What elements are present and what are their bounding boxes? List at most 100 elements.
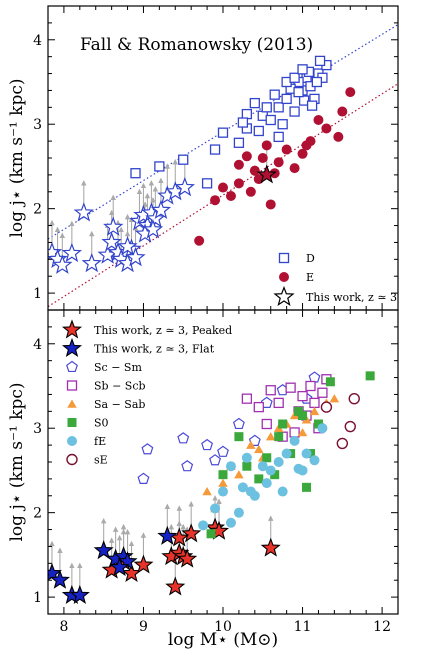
- point-fe: [225, 517, 236, 528]
- point-se: [348, 392, 360, 405]
- point-s0: [254, 474, 264, 484]
- point-s0: [365, 371, 375, 381]
- point-this-work-z-3-flat: [157, 525, 178, 545]
- legend-marker: [67, 399, 77, 408]
- bottom-y-tick-label: 4: [33, 337, 42, 353]
- point-e: [345, 87, 356, 98]
- point-e: [210, 195, 221, 206]
- point-sa-sab: [265, 432, 276, 441]
- point-this-work-z-3-peaked: [260, 537, 281, 557]
- point-d: [130, 168, 141, 179]
- bottom-legend: This work, z ≃ 3, Peaked This work, z ≃ 3…: [61, 319, 232, 467]
- point-this-work-z-3: [73, 202, 94, 222]
- point-sc-sm: [181, 459, 194, 472]
- point-this-work-z-3: [150, 199, 172, 220]
- legend-marker: [61, 319, 83, 339]
- bottom-y-tick-label: 1: [33, 590, 42, 606]
- point-d: [289, 106, 300, 117]
- point-fe: [273, 457, 284, 467]
- point-sa-sab: [246, 440, 256, 449]
- top-legend: DE This work, z ≃ 3: [273, 252, 397, 307]
- point-e: [257, 153, 268, 163]
- point-sc-sm: [209, 454, 221, 466]
- point-fe: [261, 478, 272, 489]
- legend-marker: [278, 252, 290, 264]
- bottom-y-ticks: 1 2 3 4: [33, 309, 398, 615]
- point-e: [194, 235, 205, 246]
- top-x-ticks: [47, 6, 399, 310]
- point-sa-sab: [329, 394, 340, 403]
- point-d: [241, 108, 253, 120]
- point-sc-sm: [201, 438, 214, 451]
- point-s0: [206, 529, 216, 539]
- point-d: [277, 119, 288, 130]
- point-sa-sab: [234, 470, 244, 479]
- legend-marker: [67, 418, 77, 427]
- point-e: [301, 140, 312, 151]
- bottom-x-tick-label: 12: [373, 619, 391, 635]
- point-d: [293, 86, 304, 98]
- top-panel: Fall & Romanowsky (2013) log j⋆ (km s⁻¹ …: [7, 5, 399, 311]
- point-e: [313, 115, 324, 125]
- point-sb-scb: [285, 382, 296, 393]
- bottom-x-tick-label: 8: [59, 619, 68, 635]
- point-sa-sab: [309, 406, 320, 416]
- point-d: [311, 76, 323, 88]
- point-e: [225, 191, 236, 201]
- point-sc-sm: [177, 432, 190, 444]
- point-this-work-z-3-peaked: [208, 520, 230, 540]
- point-fe: [210, 503, 221, 514]
- point-e: [245, 186, 256, 197]
- point-e: [333, 131, 344, 142]
- point-sb-scb: [289, 427, 300, 438]
- point-d: [249, 97, 260, 109]
- legend-label: This work, z ≃ 3: [306, 291, 397, 304]
- point-fe: [241, 452, 252, 463]
- legend-label: E: [306, 271, 314, 284]
- legend-label: D: [306, 252, 315, 265]
- point-e: [265, 199, 276, 210]
- point-this-work-z-3: [142, 219, 164, 239]
- point-sc-sm: [308, 371, 321, 383]
- point-fe: [297, 465, 308, 476]
- point-s0: [325, 377, 335, 387]
- point-fe: [289, 435, 300, 446]
- point-fe: [225, 461, 236, 472]
- point-e: [273, 157, 284, 168]
- point-fe: [257, 461, 268, 472]
- point-sb-scb: [297, 390, 308, 402]
- bottom-x-tick-label: 9: [139, 619, 148, 635]
- point-s0: [270, 470, 280, 480]
- point-sb-scb: [317, 387, 328, 398]
- top-y-axis-title: log j⋆ (km s⁻¹ kpc): [7, 79, 27, 238]
- point-this-work-z-3-peaked: [133, 554, 154, 574]
- point-this-work-z-3: [103, 216, 124, 236]
- point-fe: [309, 455, 320, 466]
- point-s0: [298, 411, 308, 421]
- legend-marker: [279, 272, 289, 282]
- legend-label: S0: [94, 417, 109, 430]
- point-sc-sm: [137, 472, 150, 484]
- point-this-work-z-3-peaked: [181, 523, 202, 543]
- point-d: [217, 127, 229, 138]
- point-fe: [249, 490, 260, 501]
- point-fe: [277, 486, 288, 497]
- point-this-work-z-3-highlighted: [256, 164, 277, 184]
- legend-marker: [66, 453, 78, 466]
- point-s0: [262, 453, 272, 463]
- point-this-work-z-3-flat: [69, 584, 90, 604]
- point-this-work-z-3-peaked: [177, 548, 198, 568]
- point-d: [154, 161, 165, 172]
- bottom-x-tick-label: 11: [294, 619, 312, 635]
- point-e: [218, 182, 228, 193]
- point-e: [241, 151, 252, 162]
- legend-label: Sc − Sm: [94, 361, 142, 374]
- point-this-work-z-3: [125, 246, 146, 267]
- point-this-work-z-3: [117, 235, 138, 256]
- bottom-panel-marks: [48, 371, 375, 604]
- point-sb-scb: [273, 397, 284, 409]
- point-d: [178, 154, 189, 165]
- point-s0: [278, 419, 288, 429]
- point-s0: [274, 432, 284, 442]
